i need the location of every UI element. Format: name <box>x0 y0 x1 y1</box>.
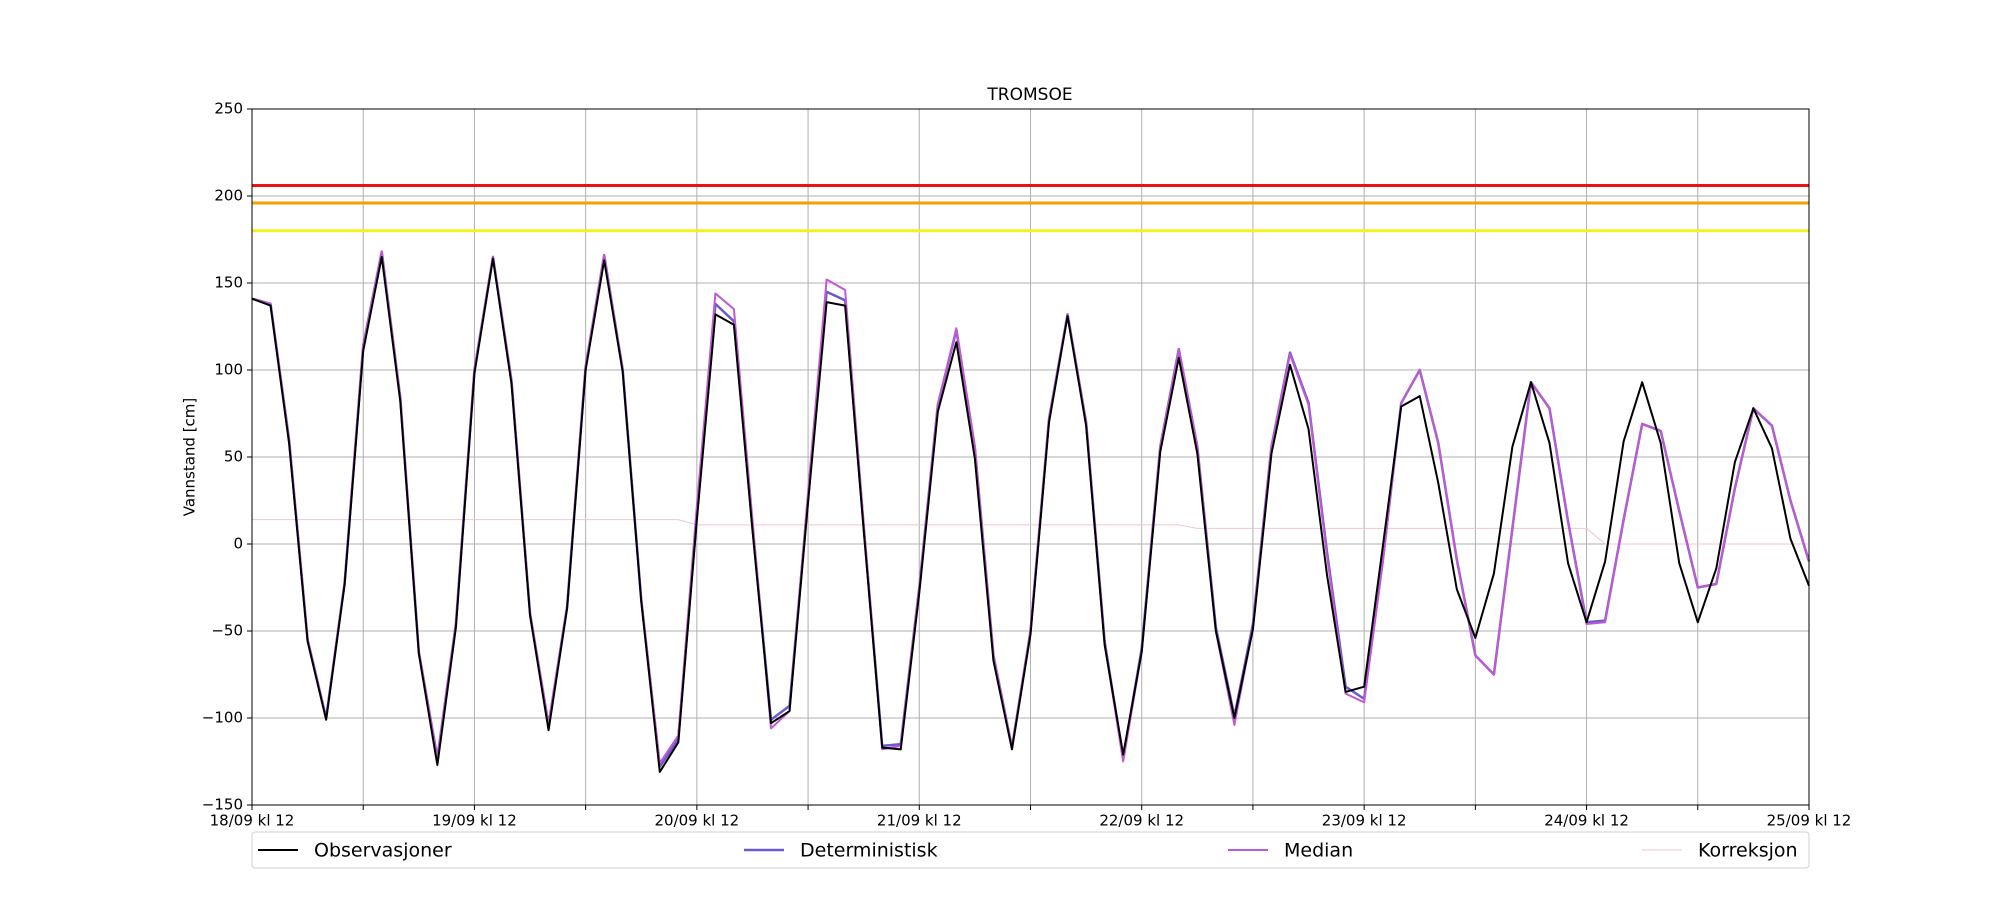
axes: −150 −100 −50 0 50 100 150 200 250 18/09 kl 12 19/… <box>202 100 1852 830</box>
series-line <box>251 255 1810 773</box>
x-tick-label: 20/09 kl 12 <box>654 812 739 830</box>
x-tick-label: 24/09 kl 12 <box>1544 812 1629 830</box>
legend-entries: Observasjoner Deterministisk Median Korreks… <box>258 840 1798 862</box>
legend-label: Observasjoner <box>314 840 452 862</box>
x-tick-label: 22/09 kl 12 <box>1099 812 1184 830</box>
y-tick-label: −100 <box>202 709 243 727</box>
y-tick-label: 50 <box>224 448 243 466</box>
series-line <box>252 519 1809 545</box>
reference-lines <box>252 184 1809 233</box>
x-tick-label: 21/09 kl 12 <box>877 812 962 830</box>
y-tick-label: 150 <box>214 274 243 292</box>
legend-label: Median <box>1284 840 1353 862</box>
legend-label: Deterministisk <box>800 840 938 862</box>
series-lines <box>251 250 1811 773</box>
x-tick-label: 18/09 kl 12 <box>210 812 295 830</box>
y-tick-label: 200 <box>214 187 243 205</box>
x-tick-label: 19/09 kl 12 <box>432 812 517 830</box>
x-tick-label: 23/09 kl 12 <box>1322 812 1407 830</box>
y-tick-label: −150 <box>202 796 243 814</box>
y-tick-label: 250 <box>214 100 243 118</box>
y-tick-label: −50 <box>211 622 243 640</box>
legend <box>251 831 1810 869</box>
y-tick-label: 100 <box>214 361 243 379</box>
legend-label: Korreksjon <box>1698 840 1798 862</box>
y-tick-label: 0 <box>233 535 243 553</box>
y-axis-label: Vannstand [cm] <box>181 398 199 517</box>
grid <box>251 108 1810 806</box>
x-tick-label: 25/09 kl 12 <box>1767 812 1852 830</box>
chart-title: TROMSOE <box>986 85 1072 105</box>
